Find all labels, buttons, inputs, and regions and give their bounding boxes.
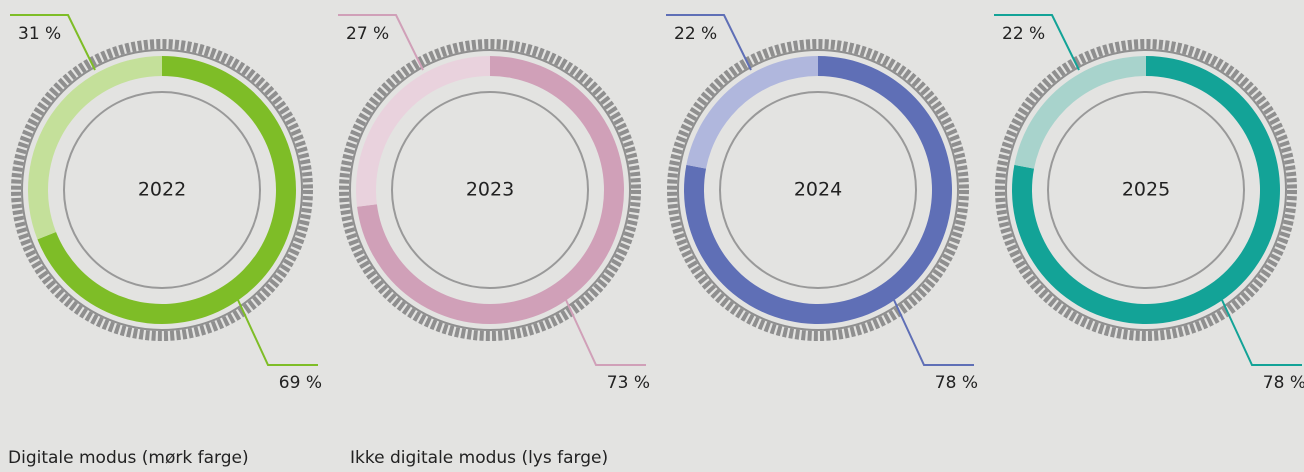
value-label: 27 % bbox=[346, 24, 389, 44]
donut-segment bbox=[686, 56, 818, 169]
legend-label: Digitale modus (mørk farge) bbox=[8, 448, 249, 468]
inner-circle bbox=[719, 91, 917, 289]
leader-line bbox=[338, 14, 424, 71]
leader-line bbox=[10, 14, 96, 71]
donut-segment bbox=[356, 56, 490, 207]
gear-base bbox=[349, 49, 631, 331]
leader-line bbox=[893, 299, 974, 366]
donut-segment bbox=[27, 56, 163, 240]
center-label: 2022 bbox=[138, 179, 186, 201]
center-label: 2023 bbox=[466, 179, 514, 201]
value-label: 78 % bbox=[1263, 373, 1304, 393]
value-label: 31 % bbox=[18, 24, 61, 44]
inner-circle bbox=[1047, 91, 1245, 289]
legend-label: Ikke digitale modus (lys farge) bbox=[350, 448, 608, 468]
gear-base bbox=[21, 49, 303, 331]
gear-base bbox=[1005, 49, 1287, 331]
leader-line bbox=[237, 299, 318, 366]
value-label: 73 % bbox=[607, 373, 650, 393]
inner-circle bbox=[391, 91, 589, 289]
value-label: 78 % bbox=[935, 373, 978, 393]
center-label: 2025 bbox=[1122, 179, 1170, 201]
leader-line bbox=[666, 14, 752, 71]
leader-line bbox=[994, 14, 1080, 71]
gear-ring bbox=[339, 39, 641, 341]
value-label: 69 % bbox=[279, 373, 322, 393]
inner-circle bbox=[63, 91, 261, 289]
leader-line bbox=[1221, 299, 1302, 366]
gear-ring bbox=[995, 39, 1297, 341]
center-label: 2024 bbox=[794, 179, 842, 201]
value-label: 22 % bbox=[674, 24, 717, 44]
gear-ring bbox=[667, 39, 969, 341]
value-label: 22 % bbox=[1002, 24, 1045, 44]
leader-line bbox=[565, 299, 646, 366]
gear-base bbox=[677, 49, 959, 331]
donut-segment bbox=[1014, 56, 1146, 169]
gear-ring bbox=[11, 39, 313, 341]
